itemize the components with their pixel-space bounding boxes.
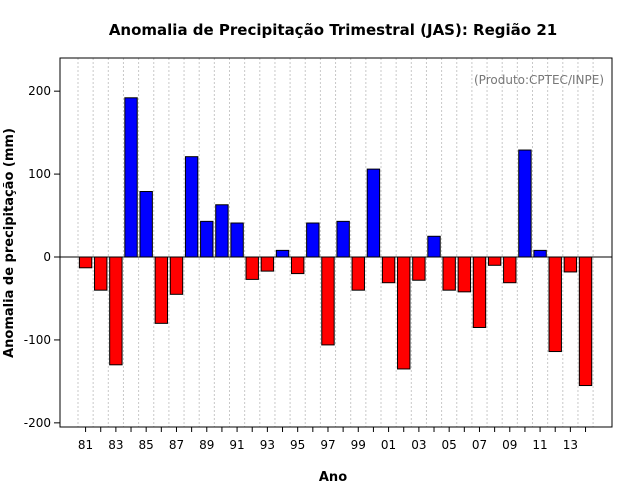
x-tick-label: 13 xyxy=(563,438,578,452)
x-tick-label: 93 xyxy=(260,438,275,452)
x-tick-label: 09 xyxy=(502,438,517,452)
x-tick-label: 87 xyxy=(169,438,184,452)
x-axis: 81 83 85 87 89 91 93 95 97 99 01 03 05 07 09 11 13 xyxy=(78,427,587,452)
x-tick-label: 97 xyxy=(320,438,335,452)
y-tick-label: 0 xyxy=(43,250,51,264)
bar-99 xyxy=(351,256,365,291)
bar-84 xyxy=(124,97,138,258)
x-tick-label: 05 xyxy=(442,438,457,452)
plot-area-frame xyxy=(59,57,613,428)
bar-91 xyxy=(230,222,244,258)
y-axis-label: Anomalia de precipitação (mm) xyxy=(2,128,17,358)
bar-10 xyxy=(518,149,532,258)
bar-08 xyxy=(487,256,502,266)
y-axis: -200 -100 0 100 200 xyxy=(24,84,60,430)
y-tick-label: 200 xyxy=(28,84,51,98)
y-tick-label: 100 xyxy=(28,167,51,181)
bar-88 xyxy=(184,156,199,258)
grid-lines xyxy=(77,58,594,427)
x-axis-label: Ano xyxy=(319,470,347,485)
x-tick-label: 99 xyxy=(351,438,366,452)
bar-06 xyxy=(457,256,472,293)
bar-85 xyxy=(139,191,153,258)
bar-05 xyxy=(442,256,456,291)
x-tick-label: 03 xyxy=(411,438,426,452)
bar-89 xyxy=(200,220,214,258)
x-tick-label: 91 xyxy=(229,438,244,452)
bar-14 xyxy=(578,256,593,387)
bar-13 xyxy=(563,256,578,273)
x-tick-label: 83 xyxy=(108,438,123,452)
bar-92 xyxy=(245,256,259,280)
bar-00 xyxy=(366,168,381,258)
bar-93 xyxy=(260,256,275,272)
bar-01 xyxy=(381,256,396,284)
source-note: (Produto:CPTEC/INPE) xyxy=(474,73,604,87)
y-tick-label: -200 xyxy=(24,416,51,430)
bar-98 xyxy=(336,220,350,258)
bar-87 xyxy=(169,256,184,295)
bar-11 xyxy=(533,249,547,258)
bar-09 xyxy=(503,256,517,284)
bar-97 xyxy=(321,256,335,346)
x-tick-label: 01 xyxy=(381,438,396,452)
x-tick-label: 89 xyxy=(199,438,214,452)
bar-83 xyxy=(109,256,123,366)
chart-title: Anomalia de Precipitação Trimestral (JAS… xyxy=(109,21,557,39)
bar-02 xyxy=(397,256,411,370)
bar-90 xyxy=(215,204,229,258)
bar-81 xyxy=(78,256,93,269)
x-tick-label: 81 xyxy=(78,438,93,452)
x-tick-label: 11 xyxy=(532,438,547,452)
x-tick-label: 07 xyxy=(472,438,487,452)
bar-12 xyxy=(548,256,562,353)
bar-03 xyxy=(412,256,426,281)
bar-95 xyxy=(290,256,305,275)
bar-04 xyxy=(427,235,441,258)
bar-86 xyxy=(154,256,169,324)
bar-94 xyxy=(275,249,290,258)
bar-07 xyxy=(472,256,487,328)
x-tick-label: 95 xyxy=(290,438,305,452)
bar-96 xyxy=(306,222,320,258)
x-tick-label: 85 xyxy=(139,438,154,452)
bar-82 xyxy=(94,256,108,291)
y-tick-label: -100 xyxy=(24,333,51,347)
